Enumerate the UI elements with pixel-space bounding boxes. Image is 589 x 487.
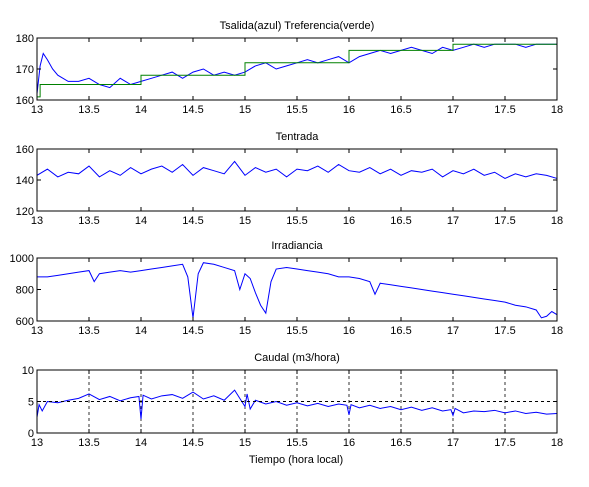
x-tick-label: 13.5 — [78, 104, 99, 116]
x-tick-label: 14.5 — [182, 437, 203, 449]
x-tick-label: 16 — [343, 104, 355, 116]
x-tick-label: 17.5 — [494, 437, 515, 449]
y-tick-label: 170 — [16, 64, 34, 76]
y-tick-label: 140 — [16, 175, 34, 187]
x-tick-label: 15 — [239, 437, 251, 449]
x-tick-label: 18 — [551, 325, 563, 337]
x-tick-label: 16.5 — [390, 325, 411, 337]
x-tick-label: 15.5 — [286, 215, 307, 227]
x-tick-label: 15 — [239, 215, 251, 227]
subplots: Tsalida(azul) Treferencia(verde) 13 13.5 14… — [10, 20, 564, 449]
x-tick-label: 13 — [31, 104, 43, 116]
plot-area — [37, 149, 557, 211]
x-tick-label: 15 — [239, 325, 251, 337]
x-tick-label: 17 — [447, 437, 459, 449]
x-tick-label: 15 — [239, 104, 251, 116]
x-tick-label: 18 — [551, 104, 563, 116]
x-tick-label: 13 — [31, 215, 43, 227]
x-tick-label: 14 — [135, 325, 147, 337]
x-tick-label: 17 — [447, 104, 459, 116]
x-tick-label: 14 — [135, 215, 147, 227]
x-tick-label: 13.5 — [78, 437, 99, 449]
x-tick-label: 17.5 — [494, 325, 515, 337]
x-tick-label: 14 — [135, 104, 147, 116]
x-tick-label: 16 — [343, 437, 355, 449]
x-tick-label: 13.5 — [78, 215, 99, 227]
x-tick-label: 15.5 — [286, 437, 307, 449]
x-tick-label: 15.5 — [286, 104, 307, 116]
subplot-title: Tsalida(azul) Treferencia(verde) — [220, 20, 375, 32]
x-tick-label: 16.5 — [390, 104, 411, 116]
y-tick-label: 800 — [16, 285, 34, 297]
subplot-1: Tsalida(azul) Treferencia(verde) 13 13.5 14… — [16, 20, 563, 116]
x-tick-label: 15.5 — [286, 325, 307, 337]
x-tick-label: 13 — [31, 437, 43, 449]
x-tick-label: 14.5 — [182, 104, 203, 116]
x-tick-label: 14.5 — [182, 215, 203, 227]
series-line-1 — [36, 160, 558, 180]
y-tick-label: 5 — [28, 397, 34, 409]
x-tick-label: 16.5 — [390, 215, 411, 227]
x-tick-label: 14.5 — [182, 325, 203, 337]
y-tick-label: 10 — [22, 365, 34, 377]
series-line-1 — [37, 262, 558, 319]
y-tick-label: 160 — [16, 95, 34, 107]
subplot-title: Tentrada — [276, 131, 320, 143]
x-tick-label: 13.5 — [78, 325, 99, 337]
x-tick-label: 16 — [343, 325, 355, 337]
x-tick-label: 18 — [551, 437, 563, 449]
y-tick-label: 120 — [16, 206, 34, 218]
x-tick-label: 16.5 — [390, 437, 411, 449]
y-tick-label: 600 — [16, 316, 34, 328]
series-line-1 — [36, 389, 558, 420]
subplot-4: Caudal (m3/hora) 13 13.5 14 14.5 15 15.5 16 16.5… — [22, 352, 563, 449]
subplot-title: Irradiancia — [271, 240, 323, 252]
y-tick-label: 180 — [16, 33, 34, 45]
x-tick-label: 17.5 — [494, 104, 515, 116]
plot-area — [37, 258, 557, 321]
series-line-1 — [36, 43, 557, 94]
x-tick-label: 14 — [135, 437, 147, 449]
subplot-title: Caudal (m3/hora) — [254, 352, 340, 364]
subplot-3: Irradiancia 13 13.5 14 14.5 15 15.5 16 16.5 17 17.… — [10, 240, 564, 337]
x-tick-label: 17 — [447, 215, 459, 227]
plot-area — [37, 38, 557, 100]
x-tick-label: 13 — [31, 325, 43, 337]
series-line-2 — [37, 43, 557, 98]
figure-xlabel: Tiempo (hora local) — [249, 454, 343, 466]
y-tick-label: 160 — [16, 144, 34, 156]
x-tick-label: 17.5 — [494, 215, 515, 227]
x-tick-label: 16 — [343, 215, 355, 227]
y-tick-label: 0 — [28, 428, 34, 440]
y-tick-label: 1000 — [10, 253, 34, 265]
x-tick-label: 18 — [551, 215, 563, 227]
subplot-2: Tentrada 13 13.5 14 14.5 15 15.5 16 16.5 17 17.5 18… — [16, 131, 563, 227]
x-tick-label: 17 — [447, 325, 459, 337]
